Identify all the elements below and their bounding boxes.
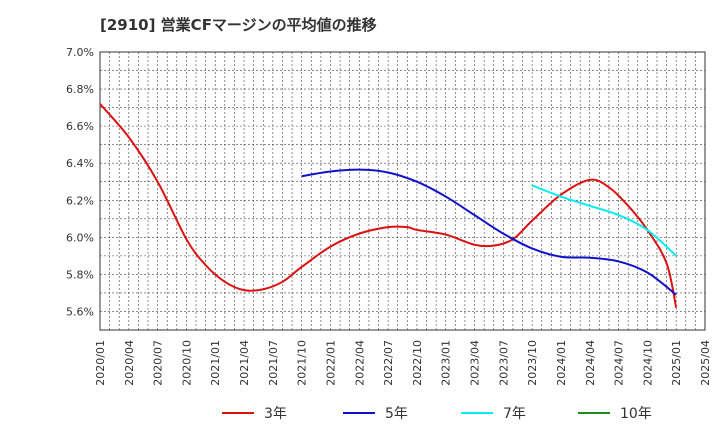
series-line-5年 (301, 168, 677, 296)
x-tick-label: 2021/07 (267, 340, 280, 386)
x-tick-label: 2025/01 (670, 340, 683, 386)
y-tick-label: 6.4% (66, 157, 94, 170)
x-tick-label: 2022/01 (324, 340, 337, 386)
x-tick-label: 2021/01 (209, 340, 222, 386)
x-tick-label: 2025/04 (699, 340, 712, 386)
x-tick-label: 2022/10 (411, 340, 424, 386)
chart-title: [2910] 営業CFマージンの平均値の推移 (100, 16, 377, 34)
x-tick-label: 2021/04 (238, 340, 251, 386)
x-tick-label: 2023/04 (469, 340, 482, 386)
y-tick-label: 6.8% (66, 83, 94, 96)
x-tick-label: 2022/04 (353, 340, 366, 386)
x-tick-label: 2024/07 (613, 340, 626, 386)
x-tick-label: 2023/07 (497, 340, 510, 386)
x-tick-label: 2024/01 (555, 340, 568, 386)
y-tick-label: 7.0% (66, 46, 94, 59)
x-tick-label: 2020/07 (152, 340, 165, 386)
x-axis-ticks: 2020/01 2020/04 2020/07 2020/10 2021/01 2021/… (94, 340, 712, 386)
legend-label: 5年 (385, 406, 408, 422)
legend: 3年 5年 7年 10年 (222, 406, 652, 422)
x-tick-label: 2024/10 (641, 340, 654, 386)
x-tick-label: 2024/04 (584, 340, 597, 386)
series-line-3年 (99, 103, 678, 308)
y-tick-label: 6.6% (66, 120, 94, 133)
x-tick-label: 2023/10 (526, 340, 539, 386)
y-tick-label: 5.8% (66, 268, 94, 281)
y-tick-label: 5.6% (66, 305, 94, 318)
legend-label: 3年 (264, 406, 287, 422)
plot-area (99, 51, 706, 331)
x-tick-label: 2020/01 (94, 340, 107, 386)
x-tick-label: 2023/01 (440, 340, 453, 386)
grid-lines (100, 52, 705, 330)
legend-label: 7年 (503, 406, 526, 422)
x-tick-label: 2021/10 (296, 340, 309, 386)
series-lines (99, 103, 678, 308)
x-tick-label: 2022/07 (382, 340, 395, 386)
y-tick-label: 6.2% (66, 194, 94, 207)
y-axis-ticks: 5.6% 5.8% 6.0% 6.2% 6.4% 6.6% 6.8% 7.0% (66, 46, 94, 318)
x-tick-label: 2020/10 (180, 340, 193, 386)
legend-label: 10年 (620, 406, 652, 422)
series-line-7年 (531, 184, 677, 257)
x-tick-label: 2020/04 (123, 340, 136, 386)
y-tick-label: 6.0% (66, 231, 94, 244)
